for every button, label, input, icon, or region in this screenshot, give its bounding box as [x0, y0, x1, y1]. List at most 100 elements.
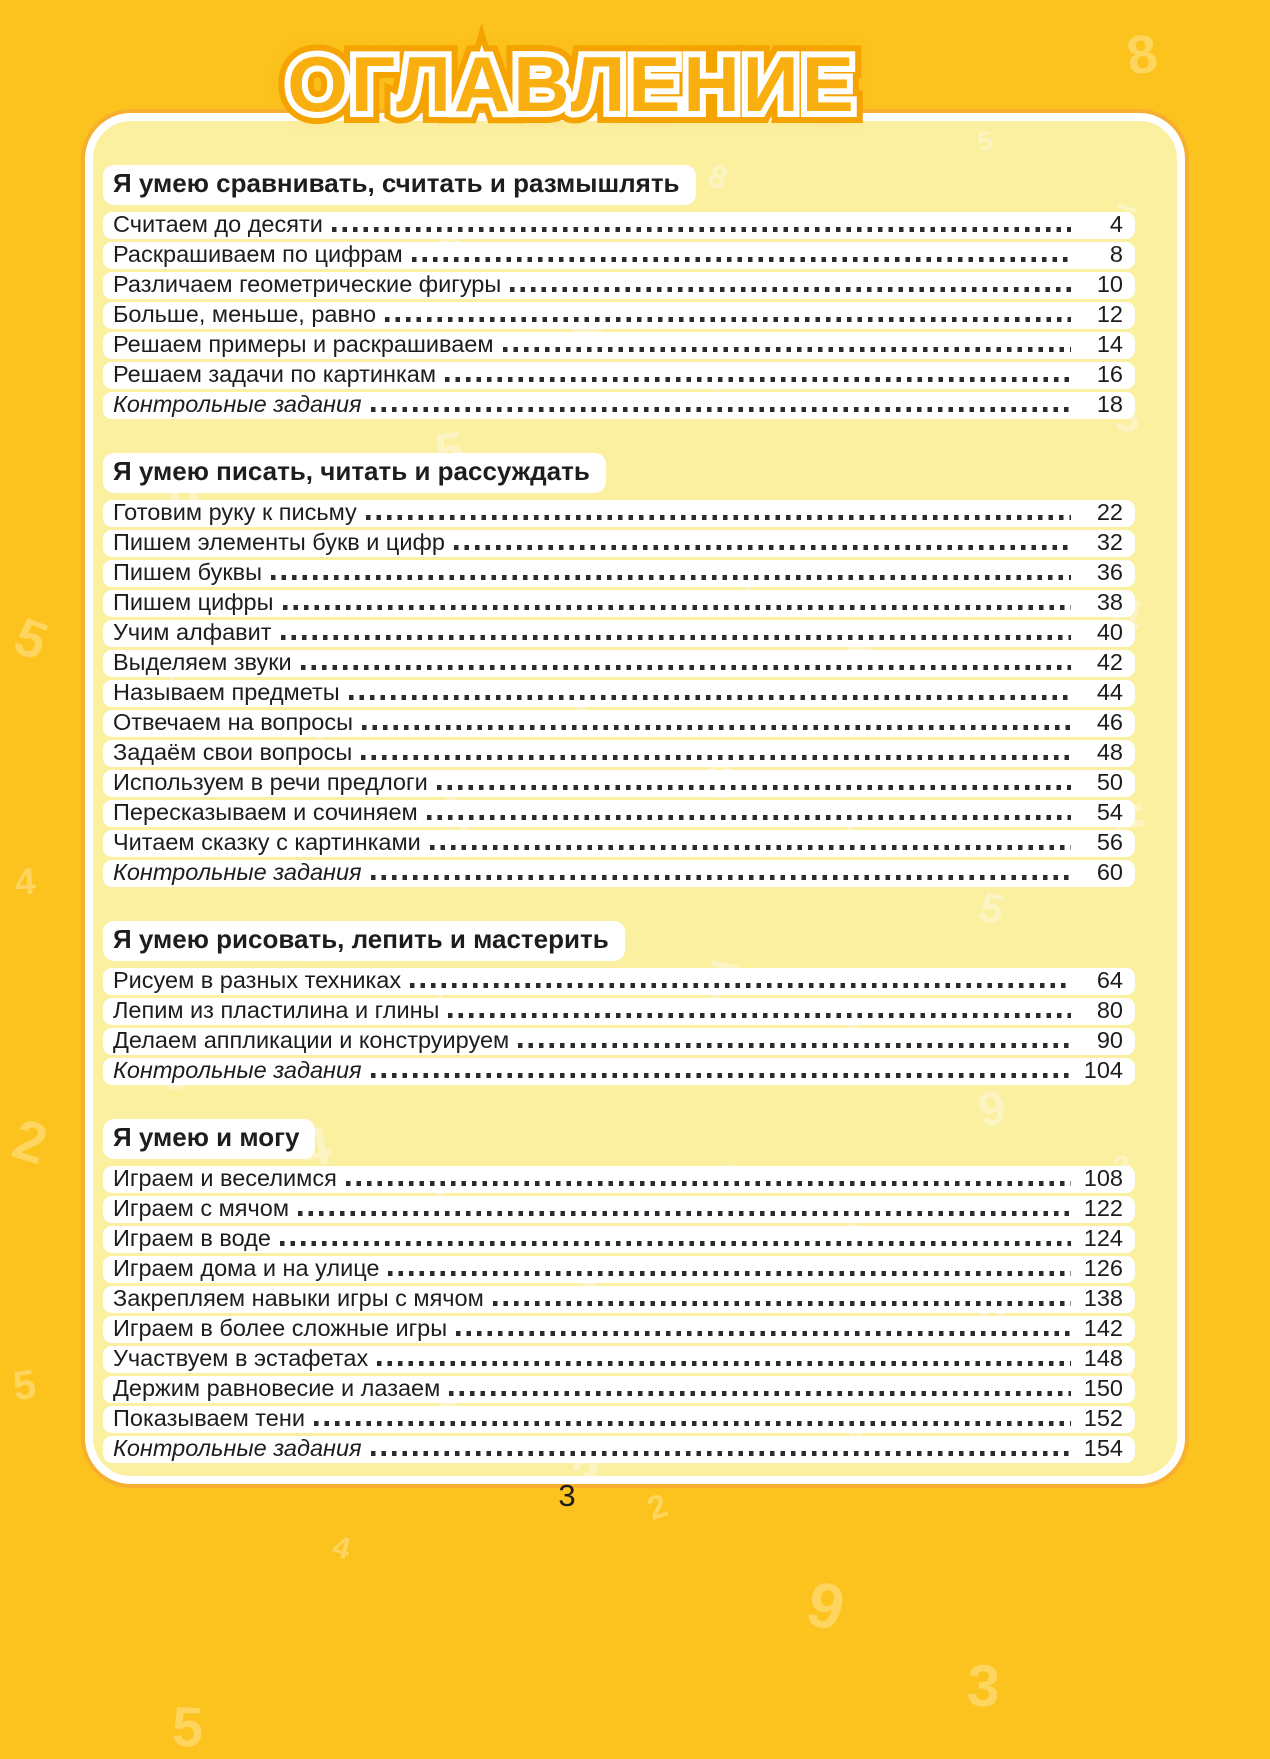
dot-leader [377, 1361, 1071, 1366]
entry-title: Считаем до десяти [113, 211, 323, 238]
entry-title: Контрольные задания [113, 391, 362, 418]
toc-card: 5—=5483927465—=5483927465—=5483927465—=5… [85, 113, 1185, 1484]
page-title: ОГЛАВЛЕНИЕ ОГЛАВЛЕНИЕ ОГЛАВЛЕНИЕ [275, 29, 866, 139]
entry-page-number: 154 [1083, 1434, 1123, 1461]
entry-title: Читаем сказку с картинками [113, 829, 421, 856]
toc-entry: Делаем аппликации и конструируем 90 [103, 1026, 1135, 1055]
entry-page-number: 90 [1096, 1026, 1123, 1053]
title-glow-layer: ОГЛАВЛЕНИЕ [275, 29, 866, 139]
entry-page-number: 14 [1096, 331, 1123, 358]
entry-title: Контрольные задания [113, 1056, 362, 1083]
toc-entry: Рисуем в разных техниках 64 [103, 966, 1135, 995]
toc-entry: Различаем геометрические фигуры 10 [103, 271, 1135, 299]
entry-page-number: 46 [1096, 709, 1123, 736]
toc-entry: Раскрашиваем по цифрам 8 [103, 241, 1135, 269]
dot-leader [510, 287, 1071, 292]
toc-entry: Играем в более сложные игры 142 [103, 1314, 1135, 1343]
dot-leader [370, 407, 1071, 412]
decor-digit: 5 [10, 1360, 39, 1410]
toc-entry: Готовим руку к письму 22 [103, 499, 1135, 527]
title-outline-layer: ОГЛАВЛЕНИЕ [281, 35, 860, 133]
toc-entry: Больше, меньше, равно 12 [103, 301, 1135, 329]
entry-page-number: 150 [1083, 1374, 1123, 1401]
dot-leader [345, 1181, 1071, 1186]
entry-page-number: 8 [1109, 241, 1123, 268]
toc-entry: Контрольные задания 60 [103, 859, 1135, 887]
toc-entry: Используем в речи предлоги 50 [103, 769, 1135, 797]
entry-page-number: 148 [1083, 1344, 1123, 1371]
dot-leader [429, 845, 1071, 850]
toc-entry: Контрольные задания 154 [103, 1434, 1135, 1463]
entry-title: Решаем задачи по картинкам [113, 361, 437, 388]
entry-title: Рисуем в разных техниках [113, 966, 402, 993]
toc-entry: Играем с мячом 122 [103, 1194, 1135, 1223]
dot-leader [331, 227, 1071, 232]
page-number: 3 [558, 1478, 576, 1513]
toc-entry: Участвуем в эстафетах 148 [103, 1344, 1135, 1373]
entry-page-number: 4 [1109, 211, 1123, 238]
dot-leader [279, 1241, 1071, 1246]
toc-entry: Называем предметы 44 [103, 679, 1135, 707]
decor-digit: 2 [5, 1106, 55, 1178]
toc-entry: Лепим из пластилина и глины 80 [103, 997, 1135, 1025]
entry-page-number: 22 [1096, 499, 1123, 526]
dot-leader [313, 1421, 1071, 1426]
entry-page-number: 44 [1096, 679, 1123, 706]
entry-title: Пересказываем и сочиняем [113, 799, 418, 826]
dot-leader [436, 785, 1071, 790]
decor-digit: 8 [1123, 22, 1162, 87]
toc-entry: Решаем задачи по картинкам 16 [103, 361, 1135, 389]
entry-title: Готовим руку к письму [113, 499, 357, 526]
entry-page-number: 142 [1083, 1314, 1123, 1341]
dot-leader [370, 1073, 1071, 1078]
entry-title: Играем в воде [113, 1224, 271, 1251]
entry-title: Задаём свои вопросы [113, 739, 353, 766]
entry-title: Решаем примеры и раскрашиваем [113, 331, 494, 358]
entry-page-number: 108 [1083, 1164, 1123, 1191]
entry-title: Закрепляем навыки игры с мячом [113, 1284, 484, 1311]
dot-leader [456, 1331, 1071, 1336]
entry-title: Выделяем звуки [113, 649, 292, 676]
toc-entry: Пересказываем и сочиняем 54 [103, 799, 1135, 827]
entry-title: Контрольные задания [113, 1434, 362, 1461]
entry-title: Называем предметы [113, 679, 340, 706]
dot-leader [453, 545, 1071, 550]
dot-leader [445, 377, 1071, 382]
entry-title: Учим алфавит [113, 619, 272, 646]
toc-entry: Закрепляем навыки игры с мячом 138 [103, 1284, 1135, 1313]
entry-title: Отвечаем на вопросы [113, 709, 353, 736]
entry-title: Пишем элементы букв и цифр [113, 529, 445, 556]
dot-leader [370, 875, 1071, 880]
toc-entry: Играем дома и на улице 126 [103, 1254, 1135, 1283]
dot-leader [361, 755, 1071, 760]
dot-leader [300, 665, 1071, 670]
entry-page-number: 122 [1083, 1194, 1123, 1221]
toc-entry: Играем и веселимся 108 [103, 1164, 1135, 1193]
entry-title: Различаем геометрические фигуры [113, 271, 502, 298]
section-header: Я умею рисовать, лепить и мастерить [103, 920, 1135, 961]
section-header-label: Я умею сравнивать, считать и размышлять [103, 165, 696, 205]
dot-leader [448, 1013, 1071, 1018]
dot-leader [270, 575, 1071, 580]
entry-page-number: 36 [1096, 559, 1123, 586]
section-header: Я умею и могу [103, 1118, 1135, 1159]
entry-title: Держим равновесие и лазаем [113, 1374, 441, 1401]
toc-entry: Учим алфавит 40 [103, 619, 1135, 647]
entry-title: Показываем тени [113, 1404, 305, 1431]
toc-entry: Считаем до десяти 4 [103, 211, 1135, 239]
dot-leader [298, 1211, 1071, 1216]
title-text: ОГЛАВЛЕНИЕ [287, 40, 857, 128]
entry-page-number: 50 [1096, 769, 1123, 796]
dot-leader [362, 725, 1071, 730]
toc-entry: Контрольные задания 104 [103, 1056, 1135, 1085]
entry-title: Участвуем в эстафетах [113, 1344, 369, 1371]
section-header: Я умею писать, читать и рассуждать [103, 452, 1135, 493]
entry-title: Больше, меньше, равно [113, 301, 377, 328]
entry-page-number: 10 [1096, 271, 1123, 298]
decor-digit: 5 [171, 1694, 205, 1759]
entry-page-number: 126 [1083, 1254, 1123, 1281]
toc-entry: Решаем примеры и раскрашиваем 14 [103, 331, 1135, 359]
toc-entry: Читаем сказку с картинками 56 [103, 829, 1135, 857]
section-header-label: Я умею и могу [103, 1118, 316, 1159]
entry-page-number: 18 [1096, 391, 1123, 418]
